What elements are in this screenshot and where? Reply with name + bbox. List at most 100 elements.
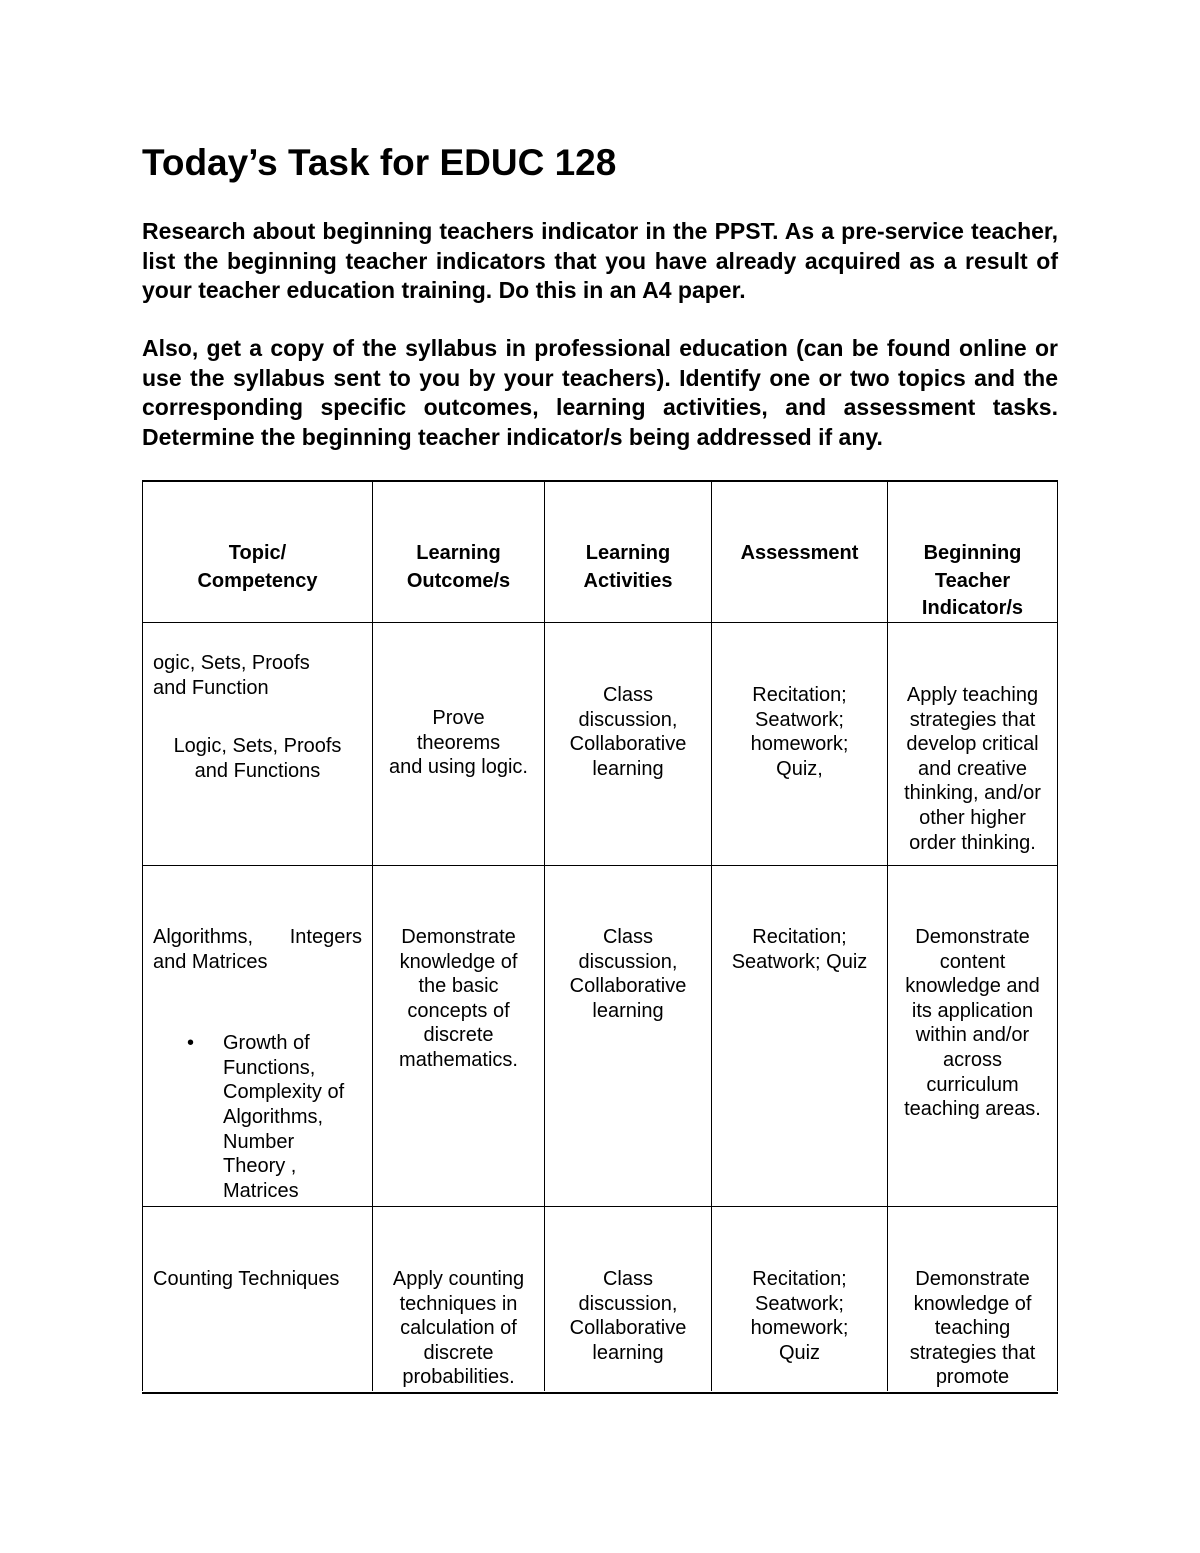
cell-text-line: its application	[911, 999, 1034, 1022]
instructions-paragraph-1: Research about beginning teachers indica…	[142, 218, 1058, 303]
cell-text-line: and Function	[153, 676, 269, 699]
cell-text-line: strategies that	[909, 1341, 1036, 1364]
cell-text-line: calculation of	[400, 1317, 517, 1340]
cell-text-line: learning	[592, 757, 664, 780]
cell-text-line: Number	[223, 1130, 295, 1153]
cell-text-line: content	[939, 950, 1006, 973]
cell-text-line: homework;	[750, 733, 849, 756]
cell-text-line: Theory ,	[223, 1155, 297, 1178]
table-row: Counting Techniques Apply counting techni…	[142, 1206, 1058, 1391]
cell-text-line: Seatwork; Quiz	[731, 950, 868, 973]
cell-text-line: Seatwork;	[755, 1292, 844, 1315]
cell-text-line: Complexity of	[223, 1081, 345, 1104]
cell-text-line: knowledge of	[399, 950, 518, 973]
cell-text-line: Recitation;	[752, 1268, 847, 1290]
cell-activities: Class discussion, Collaborative learning	[544, 1207, 711, 1391]
cell-text-line: across	[943, 1048, 1002, 1071]
cell-text-line: Demonstrate	[915, 926, 1030, 948]
cell-text-line: teaching areas.	[904, 1098, 1041, 1121]
cell-text-line: teaching	[934, 1317, 1011, 1340]
cell-text-line: Counting Techniques	[153, 1268, 340, 1290]
header-text: Assessment	[740, 542, 859, 564]
cell-text-line: the basic	[418, 975, 499, 998]
table-row: ogic, Sets, Proofs and Function Logic, Se…	[142, 622, 1058, 866]
cell-text-line: discrete	[423, 1024, 494, 1047]
header-indicator: Beginning Teacher Indicator/s	[887, 480, 1058, 622]
page-title: Today’s Task for EDUC 128	[142, 142, 617, 183]
cell-text-line: discussion,	[578, 950, 678, 973]
cell-text-line: concepts of	[407, 999, 510, 1022]
instructions-paragraph-2: Also, get a copy of the syllabus in prof…	[142, 335, 1058, 450]
cell-text-line: Prove	[432, 707, 485, 729]
cell-text-line: knowledge and	[905, 975, 1040, 998]
header-text: Outcome/s	[406, 569, 511, 592]
cell-outcome: Demonstrate knowledge of the basic concepts…	[372, 866, 544, 1207]
topic-text: and Matrices	[153, 950, 268, 973]
header-text: Teacher	[934, 569, 1011, 592]
cell-text-line: discussion,	[578, 708, 678, 731]
cell-text-line: probabilities.	[402, 1366, 515, 1389]
header-outcome: Learning Outcome/s	[372, 480, 544, 622]
cell-text-line: Collaborative	[569, 1317, 687, 1340]
cell-activities: Class discussion, Collaborative learning	[544, 623, 711, 866]
cell-text-line: mathematics.	[399, 1048, 518, 1071]
cell-text-line: Collaborative	[569, 733, 687, 756]
header-text: Beginning	[923, 542, 1022, 564]
cell-text-line: Quiz	[778, 1341, 821, 1364]
cell-text-line: and creative	[918, 757, 1027, 780]
cell-outcome: Apply counting techniques in calculation o…	[372, 1207, 544, 1391]
header-text: Topic/	[228, 542, 287, 564]
cell-text-line: Quiz,	[776, 757, 823, 780]
cell-text-line: Seatwork;	[755, 708, 844, 731]
syllabus-table: Topic/Competency Learning Outcome/s Learn…	[142, 480, 1058, 1394]
cell-text-line: develop critical	[906, 733, 1039, 756]
cell-text-line: discrete	[423, 1341, 494, 1364]
header-topic: Topic/Competency	[142, 480, 372, 622]
cell-text-line: curriculum	[926, 1073, 1019, 1096]
cell-text-line: Class	[602, 684, 653, 706]
cell-text-line: Demonstrate	[915, 1268, 1030, 1290]
cell-text-line: order thinking.	[909, 831, 1036, 854]
cell-indicator: Apply teaching strategies that develop cri…	[887, 623, 1058, 866]
header-text: Learning	[416, 542, 501, 564]
cell-topic: Counting Techniques	[142, 1207, 372, 1391]
cell-text-line: Class	[602, 926, 653, 948]
topic-text: Integers	[289, 926, 362, 948]
cell-indicator: Demonstrate knowledge of teaching strategie…	[887, 1207, 1058, 1391]
cell-text-line: Growth of	[223, 1032, 310, 1055]
cell-activities: Class discussion, Collaborative learning	[544, 866, 711, 1207]
header-text: Learning	[585, 542, 671, 564]
header-text: Competency	[197, 569, 318, 592]
cell-text-line: Recitation;	[752, 926, 847, 948]
cell-assessment: Recitation; Seatwork; homework; Quiz	[711, 1207, 887, 1391]
cell-text-line: learning	[592, 1341, 664, 1364]
bullet-item: • Growth of Functions, Complexity of Algorit…	[187, 1031, 372, 1203]
cell-text-line: and using logic.	[389, 756, 528, 779]
cell-text-line: Demonstrate	[401, 926, 516, 948]
table-header-row: Topic/Competency Learning Outcome/s Learn…	[142, 480, 1058, 622]
cell-text-line: Collaborative	[569, 975, 687, 998]
cell-outcome: Prove theorems and using logic.	[372, 623, 544, 866]
cell-text-line: Apply teaching	[906, 684, 1039, 706]
cell-assessment: Recitation; Seatwork; homework; Quiz,	[711, 623, 887, 866]
cell-text-line: within and/or	[915, 1024, 1030, 1047]
cell-text-line: discussion,	[578, 1292, 678, 1315]
cell-text-line: Matrices	[223, 1179, 299, 1202]
cell-text-line: Algorithms,	[223, 1105, 324, 1128]
cell-text-line: Class	[602, 1268, 653, 1290]
cell-text-line: other higher	[919, 806, 1026, 829]
cell-text-line: Functions,	[223, 1056, 316, 1079]
cell-indicator: Demonstrate content knowledge and its appli…	[887, 866, 1058, 1207]
table-row: Algorithms, Integers and Matrices • Growth…	[142, 865, 1058, 1207]
cell-text-line: techniques in	[399, 1292, 518, 1315]
cell-topic: ogic, Sets, Proofs and Function Logic, Se…	[142, 623, 372, 866]
cell-text-line: strategies that	[909, 708, 1036, 731]
topic-text: Algorithms,	[153, 926, 254, 948]
cell-text-line: promote	[935, 1366, 1010, 1389]
cell-text-line: Recitation;	[752, 684, 847, 706]
cell-assessment: Recitation; Seatwork; Quiz	[711, 866, 887, 1207]
cell-text-line: knowledge of	[913, 1292, 1032, 1315]
topic-bullet-list: • Growth of Functions, Complexity of Algorit…	[143, 1031, 372, 1203]
cell-topic: Algorithms, Integers and Matrices • Growth…	[142, 866, 372, 1207]
bullet-icon: •	[187, 1032, 195, 1055]
